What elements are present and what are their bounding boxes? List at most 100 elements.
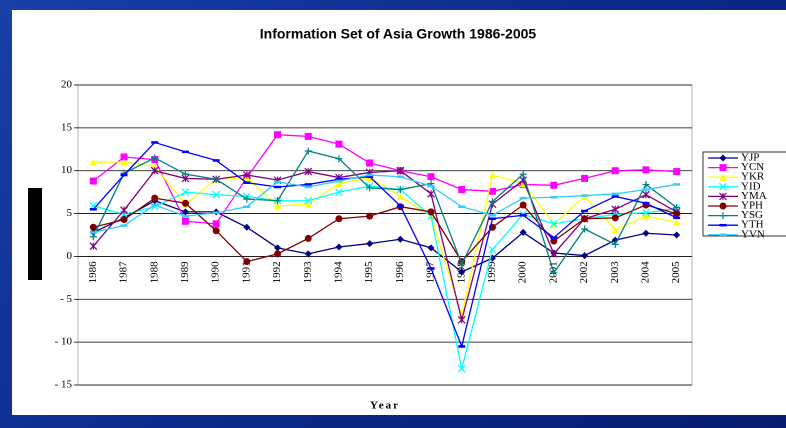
- data-point: [181, 208, 189, 216]
- data-point: [181, 170, 189, 178]
- marker: [673, 168, 681, 176]
- marker: [488, 171, 496, 179]
- data-point: [457, 315, 466, 324]
- data-point: [335, 140, 343, 148]
- y-tick-label: - 5: [60, 293, 72, 305]
- x-tick-label: 2005: [670, 261, 682, 284]
- marker: [274, 202, 282, 210]
- x-tick-label: 2004: [639, 261, 651, 284]
- marker: [673, 218, 681, 226]
- marker: [719, 173, 727, 181]
- data-point: [120, 206, 128, 215]
- data-point: [719, 212, 727, 220]
- data-point: [673, 231, 681, 239]
- data-point: [89, 223, 97, 231]
- data-point: [642, 212, 650, 220]
- data-point: [304, 167, 313, 176]
- legend-label: YSG: [741, 209, 763, 221]
- data-point: [581, 174, 589, 182]
- marker: [550, 237, 558, 245]
- data-point: [181, 217, 189, 225]
- data-point: [181, 188, 190, 197]
- series-line: [92, 169, 677, 321]
- data-point: [274, 250, 282, 258]
- data-point: [719, 173, 727, 181]
- legend-label: YMA: [741, 190, 767, 202]
- marker: [335, 155, 343, 163]
- marker: [304, 196, 313, 205]
- marker: [550, 181, 558, 189]
- data-point: [719, 192, 727, 201]
- marker: [335, 180, 343, 188]
- data-point: [335, 155, 343, 163]
- y-tick-label: 15: [61, 121, 73, 133]
- marker: [304, 167, 313, 176]
- data-point: [212, 190, 221, 199]
- data-point: [242, 171, 251, 179]
- data-point: [673, 168, 681, 176]
- marker: [719, 212, 727, 220]
- marker: [366, 212, 374, 220]
- marker: [151, 194, 159, 202]
- chart-panel: [12, 10, 786, 415]
- data-point: [89, 242, 98, 251]
- marker: [427, 244, 435, 252]
- data-point: [150, 166, 159, 175]
- data-point: [120, 216, 128, 224]
- data-point: [611, 214, 619, 222]
- redacted-axis-label: [28, 188, 42, 280]
- marker: [427, 208, 435, 216]
- legend-box: [702, 151, 786, 237]
- data-point: [719, 164, 727, 172]
- data-point: [366, 212, 374, 220]
- marker: [458, 260, 466, 268]
- marker: [120, 216, 128, 224]
- x-tick-label: 1993: [302, 261, 314, 284]
- data-point: [458, 260, 466, 268]
- series-line: [92, 134, 677, 225]
- marker: [549, 249, 558, 258]
- y-tick-label: - 15: [55, 379, 73, 391]
- marker: [335, 140, 343, 148]
- data-point: [458, 268, 466, 276]
- data-point: [89, 158, 97, 166]
- marker: [304, 234, 312, 242]
- marker: [243, 223, 251, 231]
- marker: [212, 227, 220, 235]
- data-point: [427, 189, 435, 198]
- legend-label: YJP: [741, 152, 759, 164]
- data-point: [120, 153, 128, 161]
- data-point: [243, 195, 251, 203]
- marker: [396, 235, 404, 243]
- data-point: [719, 202, 727, 210]
- x-tick-label: 2000: [517, 261, 529, 284]
- data-point: [427, 173, 435, 181]
- data-point: [335, 188, 343, 197]
- marker: [719, 154, 727, 162]
- data-point: [335, 243, 343, 251]
- marker: [181, 170, 189, 178]
- data-point: [120, 158, 128, 166]
- y-tick-label: 0: [67, 250, 73, 262]
- marker: [366, 184, 374, 192]
- marker: [611, 205, 620, 214]
- marker: [550, 269, 558, 277]
- y-tick-label: - 10: [55, 336, 73, 348]
- data-point: [212, 227, 220, 235]
- data-point: [457, 364, 466, 373]
- marker: [212, 220, 220, 228]
- marker: [719, 202, 727, 210]
- marker: [151, 154, 159, 162]
- x-tick-label: 2002: [578, 261, 590, 283]
- data-point: [89, 233, 97, 241]
- x-tick-label: 1988: [148, 261, 160, 284]
- data-point: [488, 245, 497, 254]
- y-tick-label: 10: [61, 164, 73, 176]
- marker: [181, 217, 189, 225]
- data-point: [673, 210, 681, 218]
- legend-label: YVN: [741, 228, 765, 240]
- marker: [581, 252, 589, 260]
- marker: [719, 164, 727, 172]
- marker: [642, 190, 650, 199]
- marker: [488, 187, 496, 195]
